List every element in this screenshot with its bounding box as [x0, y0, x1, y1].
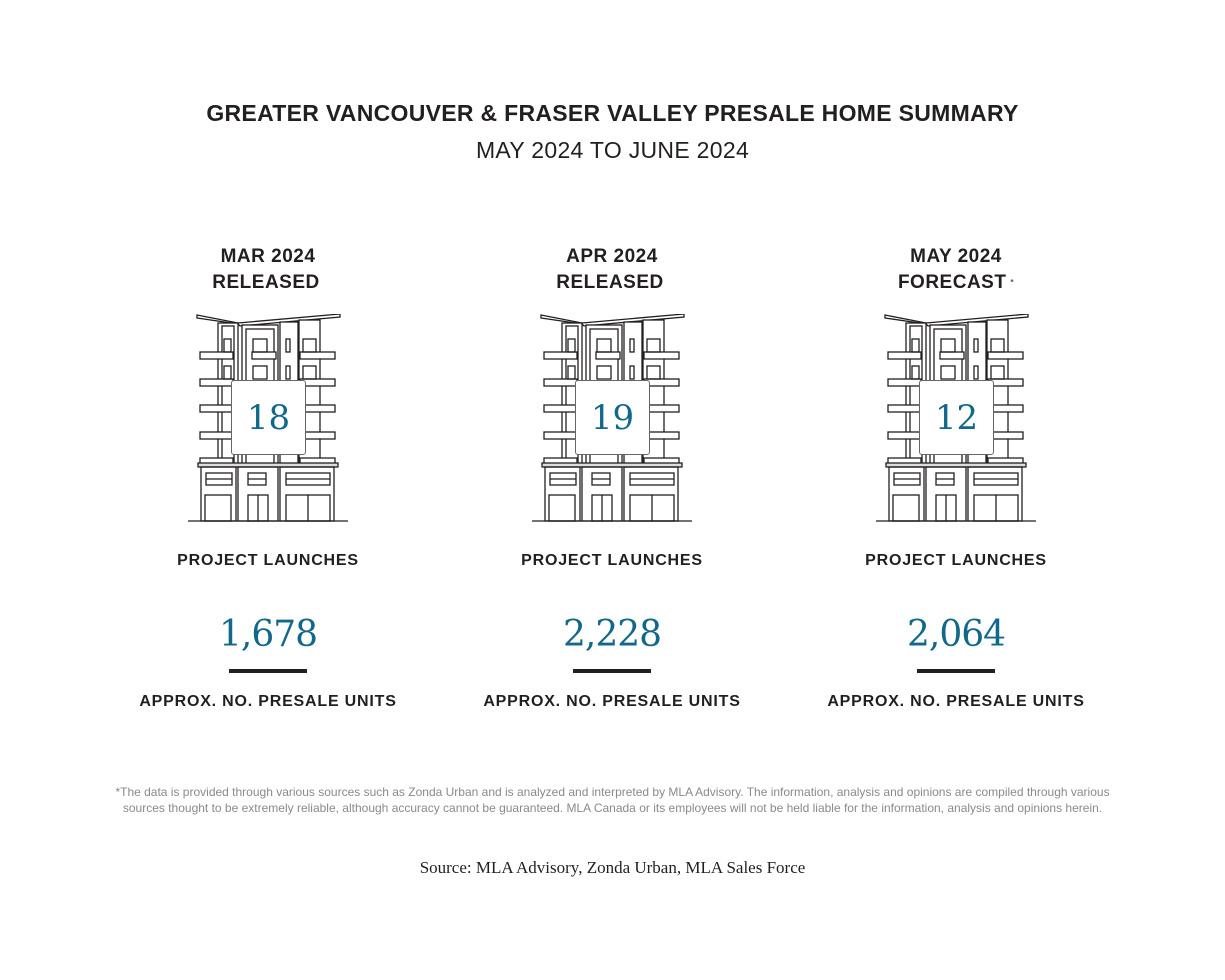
project-launches-value: 18 — [231, 380, 306, 455]
disclaimer: *The data is provided through various so… — [115, 785, 1110, 815]
period-status: FORECAST * — [796, 270, 1116, 296]
project-launches-label: PROJECT LAUNCHES — [865, 552, 1047, 569]
source-note: Source: MLA Advisory, Zonda Urban, MLA S… — [419, 858, 806, 877]
presale-units-value: 1,678 — [218, 614, 318, 655]
project-launches-label: PROJECT LAUNCHES — [177, 552, 359, 569]
project-launches-value: 19 — [575, 380, 650, 455]
period-status: RELEASED — [108, 270, 428, 296]
presale-units-label: APPROX. NO. PRESALE UNITS — [827, 693, 1085, 710]
status-text: RELEASED — [556, 272, 664, 293]
summary-column: MAY 2024 FORECAST * — [796, 244, 1116, 711]
status-text: RELEASED — [212, 272, 320, 293]
presale-units-value: 2,228 — [562, 614, 662, 655]
divider — [917, 669, 995, 673]
project-launches-value: 12 — [919, 380, 994, 455]
building-icon: 19 — [527, 314, 697, 524]
footnote-marker: * — [1010, 278, 1015, 287]
period-month: MAY 2024 — [910, 246, 1002, 267]
status-text: FORECAST — [897, 272, 1007, 293]
period-month: APR 2024 — [566, 246, 658, 267]
presale-units-label: APPROX. NO. PRESALE UNITS — [483, 693, 741, 710]
page-subtitle: MAY 2024 TO JUNE 2024 — [475, 137, 750, 163]
divider — [573, 669, 651, 673]
divider — [229, 669, 307, 673]
period-status: RELEASED — [452, 270, 772, 296]
building-icon: 18 — [183, 314, 353, 524]
building-icon: 12 — [871, 314, 1041, 524]
summary-column: MAR 2024 RELEASED — [108, 244, 428, 711]
page-title: GREATER VANCOUVER & FRASER VALLEY PRESAL… — [206, 100, 1019, 126]
project-launches-label: PROJECT LAUNCHES — [521, 552, 703, 569]
summary-column: APR 2024 RELEASED — [452, 244, 772, 711]
period-month: MAR 2024 — [220, 246, 316, 267]
presale-units-value: 2,064 — [906, 614, 1006, 655]
presale-units-label: APPROX. NO. PRESALE UNITS — [139, 693, 397, 710]
